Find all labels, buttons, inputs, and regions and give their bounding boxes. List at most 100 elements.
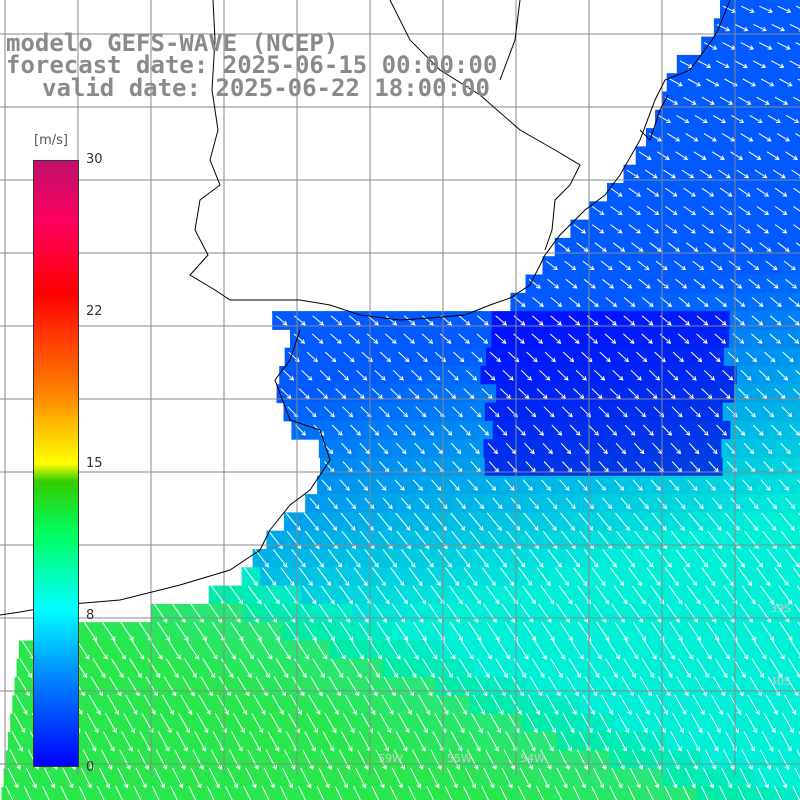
wind-arrow (756, 224, 769, 234)
wind-cell (202, 786, 222, 800)
wind-arrow (338, 749, 351, 771)
wind-arrow (577, 479, 588, 491)
wind-arrow (774, 205, 788, 216)
wind-arrow (790, 640, 800, 659)
wind-arrow (672, 713, 685, 734)
wind-arrow (229, 749, 241, 771)
wind-arrow (501, 767, 513, 789)
wind-cell (794, 73, 800, 92)
wind-arrow (782, 351, 794, 363)
wind-arrow (758, 42, 773, 50)
wind-arrow (615, 442, 627, 455)
wind-arrow (395, 512, 411, 531)
wind-arrow (387, 640, 401, 660)
wind-arrow (540, 749, 552, 771)
wind-arrow (369, 640, 383, 660)
wind-arrow (687, 479, 698, 491)
wind-arrow (468, 512, 484, 531)
wind-arrow (503, 749, 515, 771)
wind-arrow (738, 187, 751, 197)
wind-arrow (298, 567, 313, 587)
wind-arrow (705, 479, 716, 491)
wind-arrow (529, 549, 544, 568)
wind-arrow (527, 694, 540, 715)
wind-arrow (591, 388, 603, 399)
wind-arrow (678, 315, 691, 326)
wind-arrow (249, 731, 261, 752)
wind-arrow (442, 640, 456, 660)
wind-arrow (666, 767, 678, 789)
wind-arrow (469, 530, 485, 550)
wind-arrow (83, 621, 98, 642)
wind-arrow (777, 5, 792, 13)
wind-arrow (7, 767, 19, 789)
wind-arrow (120, 621, 134, 642)
wind-arrow (468, 621, 482, 642)
wind-arrow (377, 731, 390, 752)
wind-arrow (565, 549, 581, 568)
wind-cell (312, 786, 332, 800)
wind-arrow (706, 78, 720, 87)
wind-arrow (747, 694, 760, 715)
wind-arrow (545, 260, 558, 271)
wind-arrow (23, 785, 32, 800)
wind-arrow (594, 242, 607, 252)
wind-arrow (551, 424, 563, 436)
wind-arrow (742, 479, 753, 491)
wind-arrow (748, 278, 761, 289)
wind-arrow (172, 603, 186, 623)
wind-arrow (382, 497, 393, 510)
wind-arrow (792, 388, 800, 399)
wind-arrow (363, 694, 376, 715)
wind-arrow (675, 278, 688, 289)
wind-arrow (358, 512, 374, 531)
wind-arrow (663, 169, 676, 179)
wind-arrow (793, 224, 800, 230)
wind-arrow (531, 658, 545, 679)
wind-arrow (771, 640, 785, 660)
wind-arrow (748, 151, 762, 160)
wind-arrow (615, 731, 627, 752)
wind-cell (791, 366, 800, 385)
wind-arrow (761, 731, 774, 752)
wind-arrow (756, 96, 770, 105)
wind-arrow (722, 369, 734, 381)
wind-cell (385, 786, 405, 800)
wind-arrow (740, 369, 752, 381)
wind-arrow (375, 585, 390, 605)
wind-arrow (445, 567, 460, 587)
wind-arrow (190, 767, 202, 789)
wind-arrow (371, 567, 386, 587)
wind-arrow (689, 406, 701, 418)
wind-arrow (359, 442, 370, 455)
wind-arrow (613, 749, 625, 771)
wind-arrow (328, 676, 341, 697)
wind-arrow (364, 497, 375, 510)
wind-arrow (646, 388, 658, 399)
wind-arrow (312, 658, 325, 679)
wind-arrow (525, 406, 537, 418)
wind-arrow (275, 658, 289, 679)
wind-arrow (449, 479, 460, 491)
wind-arrow (596, 621, 610, 642)
wind-arrow (756, 567, 771, 587)
wind-arrow (693, 497, 704, 510)
wind-arrow (496, 424, 508, 436)
wind-arrow (543, 406, 555, 418)
wind-arrow (239, 658, 252, 679)
wind-arrow (628, 224, 641, 234)
wind-arrow (155, 749, 168, 771)
wind-arrow (651, 512, 667, 531)
wind-arrow (528, 278, 541, 289)
wind-arrow (156, 621, 171, 642)
wind-arrow (664, 567, 679, 587)
wind-arrow (222, 640, 236, 660)
wind-arrow (125, 694, 138, 715)
wind-arrow (492, 549, 508, 568)
wind-arrow (137, 749, 149, 771)
wind-arrow (394, 621, 409, 642)
wind-arrow (529, 497, 540, 510)
wind-arrow (722, 133, 736, 142)
wind-arrow (731, 114, 745, 123)
wind-arrow (788, 658, 800, 678)
